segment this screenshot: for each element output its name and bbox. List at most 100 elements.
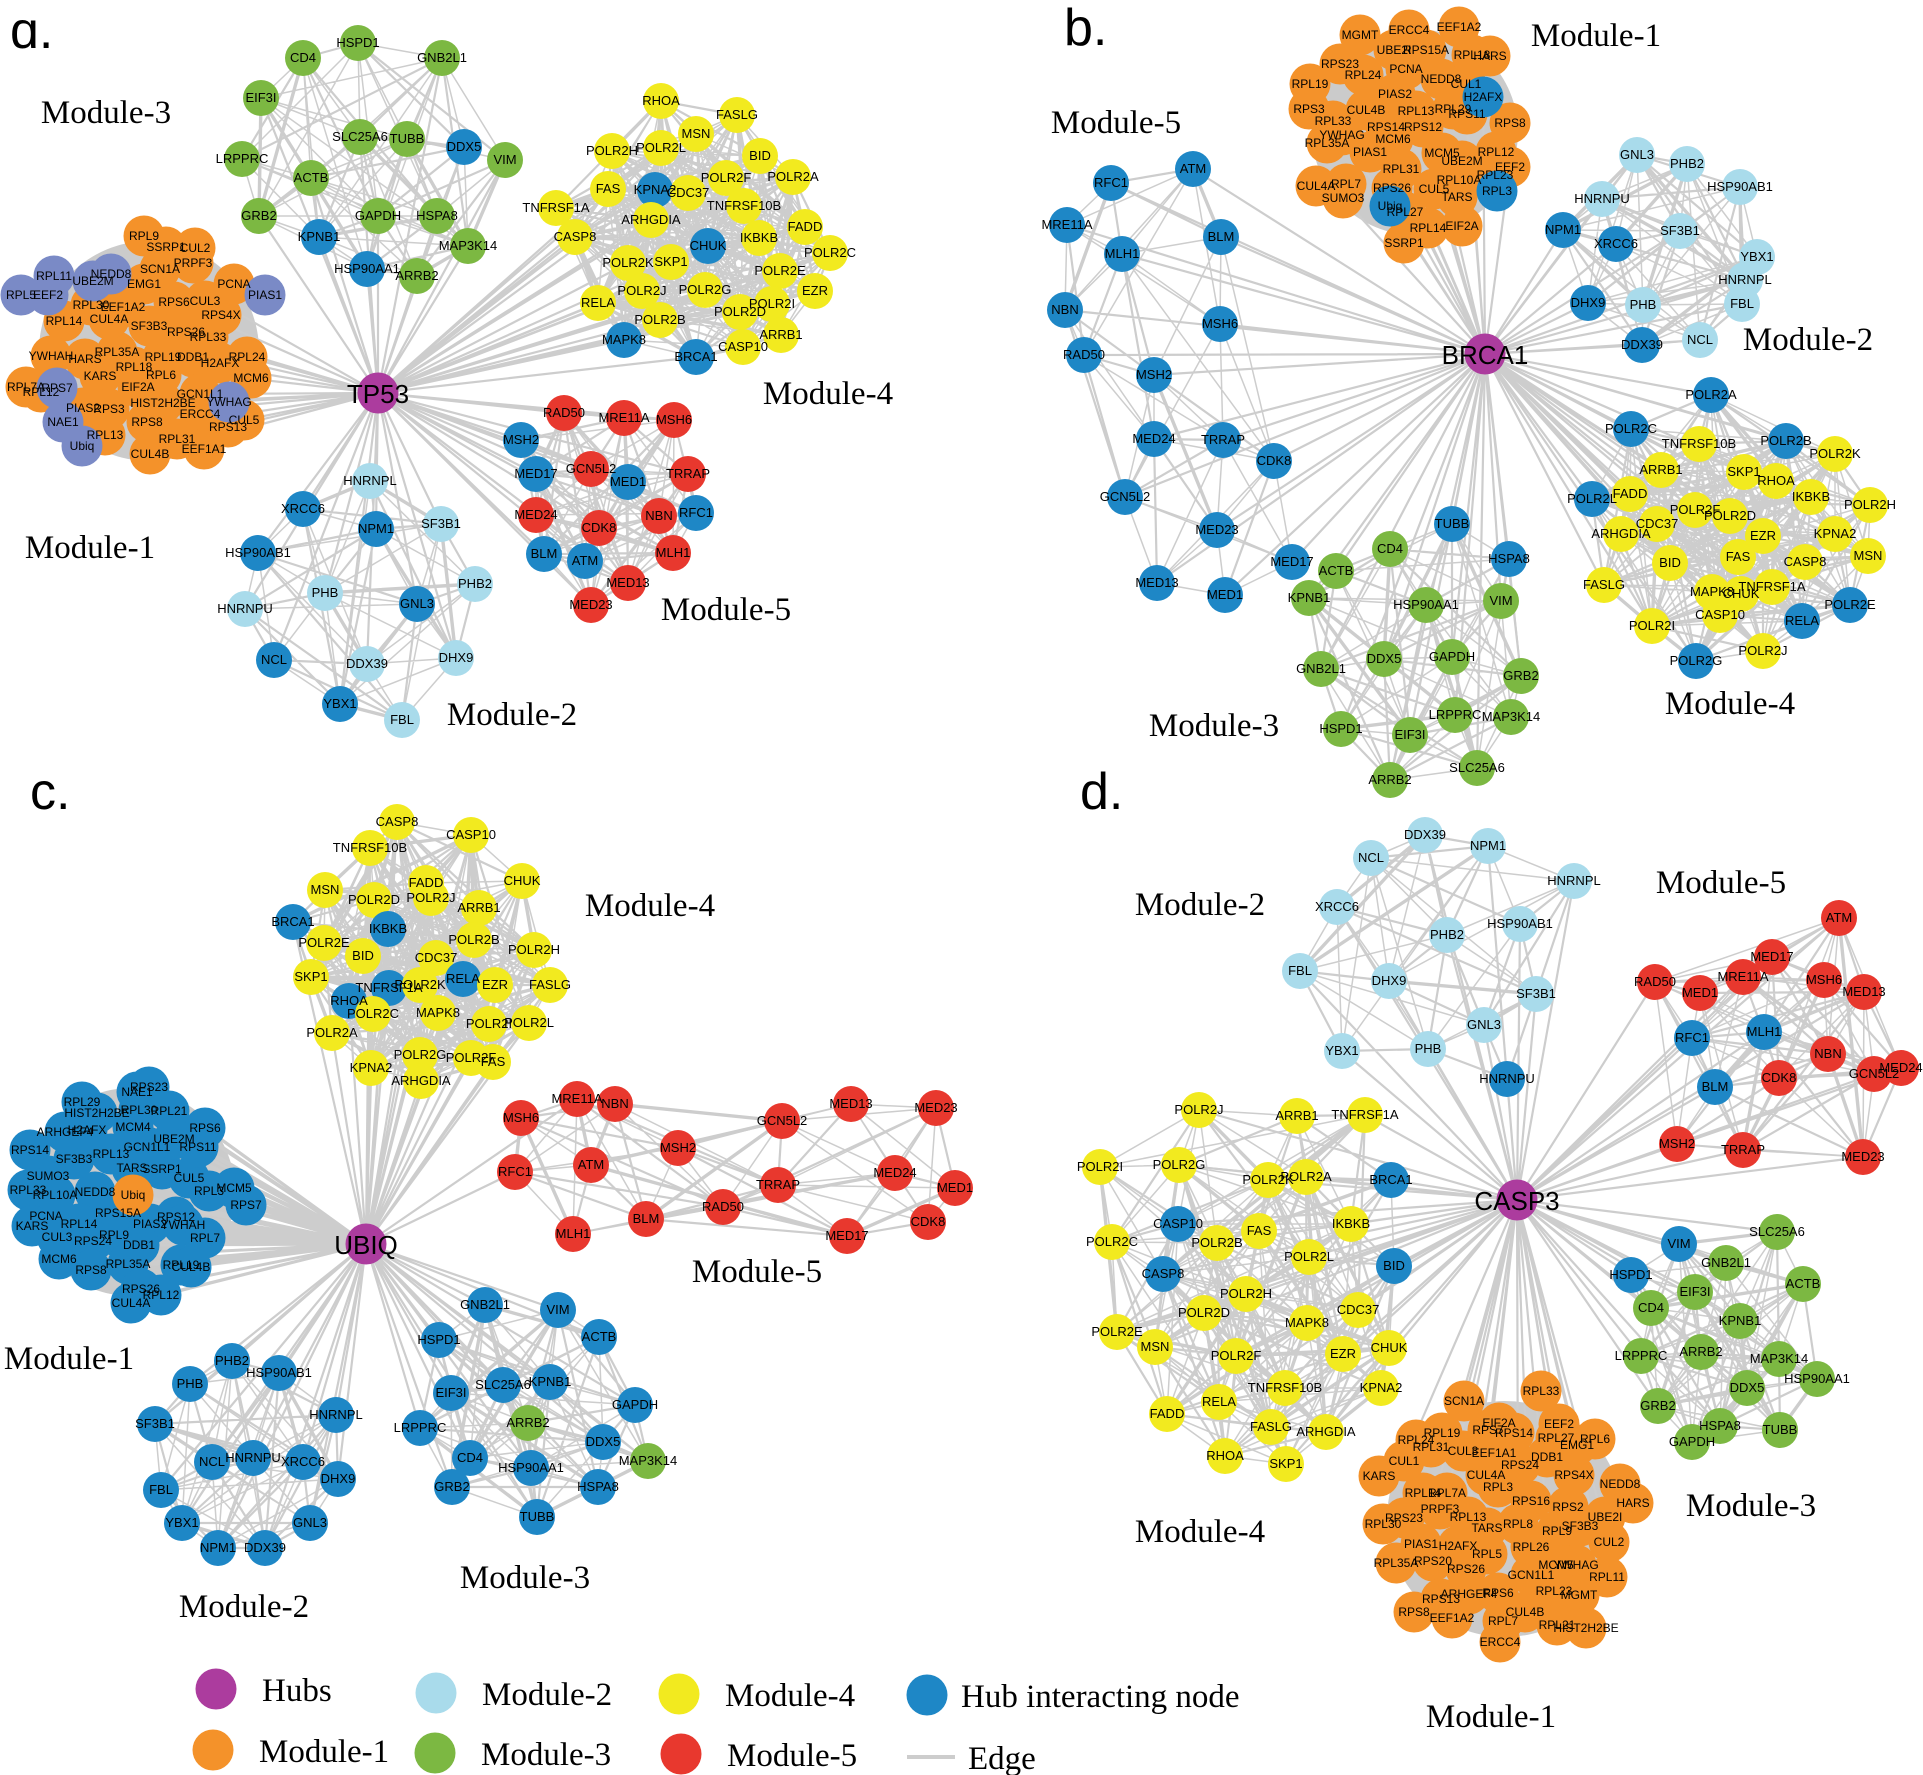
- svg-text:BLM: BLM: [531, 546, 558, 561]
- svg-text:BLM: BLM: [1208, 229, 1235, 244]
- svg-text:BLM: BLM: [633, 1211, 660, 1226]
- svg-text:XRCC6: XRCC6: [1315, 899, 1359, 914]
- svg-text:POLR2A: POLR2A: [306, 1025, 358, 1040]
- svg-text:DDB1: DDB1: [123, 1238, 155, 1252]
- svg-text:MRE11A: MRE11A: [1717, 969, 1768, 984]
- svg-text:PIAS1: PIAS1: [1353, 145, 1387, 159]
- svg-text:MAP3K14: MAP3K14: [1750, 1351, 1809, 1366]
- svg-text:LRPPRC: LRPPRC: [1615, 1348, 1668, 1363]
- svg-text:UBE2M: UBE2M: [153, 1132, 194, 1146]
- svg-text:ARRB2: ARRB2: [1679, 1344, 1722, 1359]
- svg-text:DHX9: DHX9: [1372, 973, 1407, 988]
- svg-text:RPL13: RPL13: [93, 1147, 130, 1161]
- svg-text:KARS: KARS: [16, 1219, 49, 1233]
- svg-text:MED23: MED23: [914, 1100, 957, 1115]
- svg-text:POLR2F: POLR2F: [1670, 502, 1721, 517]
- svg-text:DDX5: DDX5: [586, 1434, 621, 1449]
- svg-text:NCL: NCL: [1358, 850, 1384, 865]
- svg-text:MED1: MED1: [937, 1180, 973, 1195]
- svg-text:RPL19: RPL19: [163, 1258, 200, 1272]
- svg-text:MAPK8: MAPK8: [416, 1005, 460, 1020]
- svg-text:RPL24: RPL24: [1398, 1433, 1435, 1447]
- svg-text:PHB: PHB: [1415, 1041, 1442, 1056]
- svg-text:MSN: MSN: [1141, 1339, 1170, 1354]
- svg-text:SKP1: SKP1: [1269, 1456, 1302, 1471]
- svg-text:CUL4B: CUL4B: [1506, 1605, 1545, 1619]
- svg-text:Ubiq: Ubiq: [121, 1188, 146, 1202]
- svg-text:SKP1: SKP1: [654, 254, 687, 269]
- svg-text:MED24: MED24: [873, 1165, 916, 1180]
- svg-text:LRPPRC: LRPPRC: [216, 151, 269, 166]
- svg-text:RPL9: RPL9: [99, 1228, 129, 1242]
- svg-text:CASP10: CASP10: [718, 339, 768, 354]
- svg-text:MSH2: MSH2: [1136, 367, 1172, 382]
- svg-text:Module-3: Module-3: [460, 1560, 590, 1596]
- svg-text:TNFRSF1A: TNFRSF1A: [522, 200, 590, 215]
- svg-text:ACTB: ACTB: [582, 1329, 617, 1344]
- svg-text:HARS: HARS: [68, 352, 101, 366]
- svg-text:HSPA8: HSPA8: [416, 208, 458, 223]
- svg-text:CDK8: CDK8: [911, 1214, 946, 1229]
- svg-text:MED1: MED1: [1207, 587, 1243, 602]
- svg-text:KPNA2: KPNA2: [1814, 526, 1857, 541]
- svg-text:EEF1A2: EEF1A2: [1437, 20, 1482, 34]
- svg-text:BID: BID: [1659, 555, 1681, 570]
- svg-text:CDC37: CDC37: [1337, 1302, 1380, 1317]
- svg-text:CUL3: CUL3: [1448, 1444, 1479, 1458]
- svg-text:CUL4A: CUL4A: [90, 312, 129, 326]
- svg-text:PIAS2: PIAS2: [66, 401, 100, 415]
- svg-text:EZR: EZR: [1750, 528, 1776, 543]
- svg-text:SLC25A6: SLC25A6: [1749, 1224, 1805, 1239]
- svg-text:ARHGDIA: ARHGDIA: [391, 1073, 451, 1088]
- svg-text:RPL9: RPL9: [1542, 1524, 1572, 1538]
- svg-text:RAD50: RAD50: [702, 1199, 744, 1214]
- svg-text:d.: d.: [1080, 763, 1123, 821]
- svg-text:RPS7: RPS7: [230, 1198, 262, 1212]
- svg-text:CUL4A: CUL4A: [1297, 179, 1336, 193]
- svg-text:H2AFX: H2AFX: [1464, 90, 1503, 104]
- svg-text:POLR2F: POLR2F: [1211, 1348, 1262, 1363]
- svg-text:RPL8: RPL8: [1503, 1517, 1533, 1531]
- svg-text:ACTB: ACTB: [1319, 563, 1354, 578]
- svg-text:HARS: HARS: [1616, 1496, 1649, 1510]
- svg-text:RPL26: RPL26: [1513, 1540, 1550, 1554]
- svg-text:RPL12: RPL12: [143, 1288, 180, 1302]
- svg-text:RPL10A: RPL10A: [33, 1188, 78, 1202]
- svg-text:POLR2I: POLR2I: [749, 296, 795, 311]
- svg-text:RFC1: RFC1: [679, 505, 713, 520]
- svg-text:HSP90AB1: HSP90AB1: [246, 1365, 312, 1380]
- svg-text:SF3B1: SF3B1: [1516, 986, 1556, 1001]
- svg-text:Module-5: Module-5: [1656, 865, 1786, 901]
- svg-text:NPM1: NPM1: [200, 1540, 236, 1555]
- svg-text:TNFRSF10B: TNFRSF10B: [333, 840, 407, 855]
- svg-text:MSH2: MSH2: [660, 1140, 696, 1155]
- svg-text:CDK8: CDK8: [582, 520, 617, 535]
- svg-text:KPNB1: KPNB1: [529, 1374, 572, 1389]
- svg-text:RPL7: RPL7: [190, 1231, 220, 1245]
- svg-text:RPL6: RPL6: [146, 368, 176, 382]
- svg-text:MED1: MED1: [1682, 985, 1718, 1000]
- svg-text:Ubiq: Ubiq: [70, 439, 95, 453]
- svg-text:ARHGEF4: ARHGEF4: [1441, 1587, 1498, 1601]
- svg-text:Module-2: Module-2: [1743, 322, 1873, 358]
- svg-text:TARS: TARS: [1471, 1521, 1502, 1535]
- svg-text:RELA: RELA: [1202, 1394, 1236, 1409]
- svg-text:UBE2M: UBE2M: [1441, 154, 1482, 168]
- svg-text:CUL2: CUL2: [180, 241, 211, 255]
- svg-text:POLR2G: POLR2G: [679, 282, 732, 297]
- svg-text:GRB2: GRB2: [1640, 1398, 1675, 1413]
- svg-text:RFC1: RFC1: [1675, 1030, 1709, 1045]
- svg-text:FASLG: FASLG: [716, 107, 758, 122]
- svg-text:KPNB1: KPNB1: [1719, 1313, 1762, 1328]
- svg-text:POLR2G: POLR2G: [1153, 1157, 1206, 1172]
- svg-text:CUL4A: CUL4A: [112, 1296, 151, 1310]
- svg-text:RPL14: RPL14: [1405, 1486, 1442, 1500]
- svg-text:H2AFX: H2AFX: [201, 356, 240, 370]
- svg-text:Module-5: Module-5: [692, 1254, 822, 1290]
- svg-text:POLR2I: POLR2I: [1629, 618, 1675, 633]
- svg-text:RPL35A: RPL35A: [1305, 136, 1350, 150]
- svg-text:EEF2: EEF2: [1495, 160, 1525, 174]
- svg-text:GRB2: GRB2: [434, 1479, 469, 1494]
- svg-text:FBL: FBL: [149, 1482, 173, 1497]
- svg-text:RPS14: RPS14: [11, 1143, 49, 1157]
